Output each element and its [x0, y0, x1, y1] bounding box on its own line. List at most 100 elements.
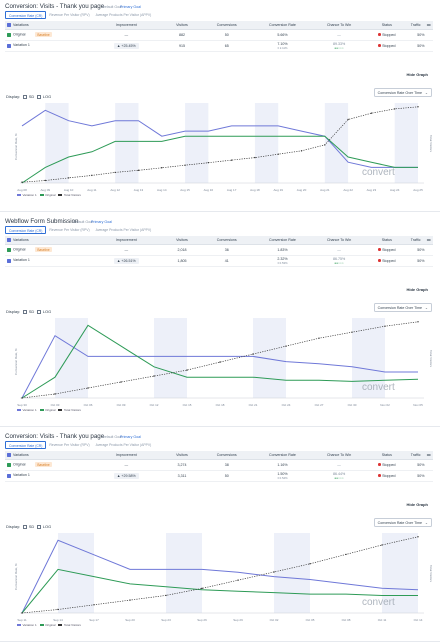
improvement-value: ▲ +29.58% [113, 472, 139, 479]
legend-label[interactable]: Variation 1 [22, 408, 37, 412]
variation-cell: Original Baseline [5, 29, 91, 41]
hide-graph-button[interactable]: Hide Graph [406, 72, 428, 77]
chart-type-select[interactable]: Conversion Rate Over Time ⌄ [373, 88, 432, 98]
y2-axis-label: Total Visitors [429, 565, 432, 582]
legend-label[interactable]: Variation 1 [22, 623, 37, 627]
visitors-cell: 3,274 [162, 459, 202, 471]
legend-label[interactable]: Variation 1 [22, 193, 37, 197]
variation-name[interactable]: Variation 1 [13, 258, 30, 263]
table-row[interactable]: Variation 1 ▲ +26.51% 1,805 41 2.32% ± 0.53% 8… [5, 255, 433, 267]
legend-label[interactable]: Total Visitors [63, 408, 81, 412]
x-tick-label: Aug 20 [297, 188, 307, 192]
chance-to-win-cell: 89.33% ●●○○○ [313, 40, 365, 52]
tab-appv[interactable]: Average Products Per Visitor (APPV) [95, 443, 152, 447]
table-row[interactable]: Original Baseline — 3,274 38 1.16% — Stopped 50% [5, 459, 433, 471]
select-all-checkbox[interactable] [7, 237, 11, 242]
visitors-point [324, 144, 326, 146]
hide-graph-button[interactable]: Hide Graph [406, 502, 428, 507]
log-checkbox[interactable] [37, 309, 42, 314]
hide-graph-button[interactable]: Hide Graph [406, 287, 428, 292]
column-header-label: Visitors [176, 22, 188, 27]
variation-checkbox[interactable] [7, 32, 11, 37]
tab-rpv[interactable]: Revenue Per Visitor (RPV) [49, 13, 90, 17]
column-header-label: Status [381, 237, 392, 242]
tab-cr[interactable]: Conversion Rate (CR) [5, 11, 47, 19]
sd-checkbox[interactable] [23, 309, 28, 314]
variation-name[interactable]: Original [13, 247, 26, 252]
x-tick-label: Sep 30 [17, 403, 27, 407]
tab-appv[interactable]: Average Products Per Visitor (APPV) [95, 13, 152, 17]
status-label: Stopped [382, 462, 396, 467]
settings-icon[interactable]: ⚌ [426, 236, 431, 243]
variation-checkbox[interactable] [7, 43, 11, 48]
baseline-badge: Baseline [35, 246, 52, 253]
settings-icon[interactable]: ⚌ [426, 451, 431, 458]
chart-type-select[interactable]: Conversion Rate Over Time ⌄ [373, 518, 432, 528]
conversions-cell: 38 [201, 459, 252, 471]
chart-type-select[interactable]: Conversion Rate Over Time ⌄ [373, 303, 432, 313]
variation-name[interactable]: Variation 1 [13, 473, 30, 478]
variation-checkbox[interactable] [7, 247, 11, 252]
status-label: Stopped [382, 247, 396, 252]
x-tick-label: Aug 09 [41, 188, 51, 192]
tab-cr[interactable]: Conversion Rate (CR) [5, 441, 47, 449]
x-tick-label: Oct 27 [315, 403, 324, 407]
log-checkbox[interactable] [37, 94, 42, 99]
sd-checkbox[interactable] [23, 94, 28, 99]
stopped-dot-icon [378, 248, 381, 251]
visitors-point [186, 369, 188, 371]
tab-appv[interactable]: Average Products Per Visitor (APPV) [95, 228, 152, 232]
visitors-point [254, 156, 256, 159]
tab-rpv[interactable]: Revenue Per Visitor (RPV) [49, 228, 90, 232]
table-row[interactable]: Variation 1 ▲ +25.45% 915 65 7.10% ± 2.11% 89.… [5, 40, 433, 52]
table-row[interactable]: Original Baseline — 2,018 36 1.83% — Stopped 50% [5, 244, 433, 256]
column-header: Traffic ⚌ [408, 21, 433, 30]
variation-checkbox[interactable] [7, 462, 11, 467]
column-header: Conversion Rate [251, 21, 314, 30]
primary-goal-link[interactable]: Primary Goal [91, 220, 112, 224]
column-header-label: Conversions [216, 237, 237, 242]
legend-label[interactable]: Original [45, 623, 56, 627]
chart-legend: Variation 1 Original Total Visitors [14, 408, 81, 412]
select-all-checkbox[interactable] [7, 452, 11, 457]
visitors-point [219, 361, 221, 363]
column-header: Conversion Rate [251, 451, 314, 460]
x-tick-label: Aug 12 [110, 188, 120, 192]
variation-name[interactable]: Original [13, 462, 26, 467]
column-header: Conversions [201, 21, 252, 30]
primary-goal-link[interactable]: Primary Goal [120, 5, 141, 9]
chart-legend: Variation 1 Original Total Visitors [14, 623, 81, 627]
x-tick-label: Aug 18 [250, 188, 260, 192]
table-row[interactable]: Original Baseline — 882 50 5.66% — Stopped 50% [5, 29, 433, 41]
default-goal-link[interactable]: Default Goal [102, 435, 122, 439]
settings-icon[interactable]: ⚌ [426, 21, 431, 28]
column-header-label: Conversion Rate [269, 237, 296, 242]
sd-checkbox[interactable] [23, 524, 28, 529]
traffic-cell: 50% [408, 40, 433, 52]
table-row[interactable]: Variation 1 ▲ +29.58% 3,311 50 1.50% ± 0.54% 8… [5, 470, 433, 482]
legend-label[interactable]: Total Visitors [63, 193, 81, 197]
tab-rpv[interactable]: Revenue Per Visitor (RPV) [49, 443, 90, 447]
select-all-checkbox[interactable] [7, 22, 11, 27]
default-goal-link[interactable]: Default Goal [102, 5, 122, 9]
legend-label[interactable]: Total Visitors [63, 623, 81, 627]
chance-to-win-cell: 86.44% ●●○○○ [313, 470, 365, 482]
visitors-point [273, 571, 275, 573]
weekend-band [382, 533, 418, 613]
variation-checkbox[interactable] [7, 473, 11, 478]
variation-name[interactable]: Original [13, 32, 26, 37]
goal-title: Webflow Form Submission [5, 218, 79, 225]
log-checkbox[interactable] [37, 524, 42, 529]
visitors-line [21, 106, 419, 183]
primary-goal-link[interactable]: Primary Goal [120, 435, 141, 439]
default-goal-link[interactable]: Default Goal [73, 220, 93, 224]
tab-cr[interactable]: Conversion Rate (CR) [5, 226, 47, 234]
legend-label[interactable]: Original [45, 193, 56, 197]
visitors-point [417, 106, 419, 108]
column-header: Visitors [162, 451, 202, 460]
table-header-row: Variations Improvement Visitors Conversions… [5, 451, 433, 460]
variation-name[interactable]: Variation 1 [13, 43, 30, 48]
legend-label[interactable]: Original [45, 408, 56, 412]
x-tick-label: Aug 10 [64, 188, 74, 192]
variation-checkbox[interactable] [7, 258, 11, 263]
